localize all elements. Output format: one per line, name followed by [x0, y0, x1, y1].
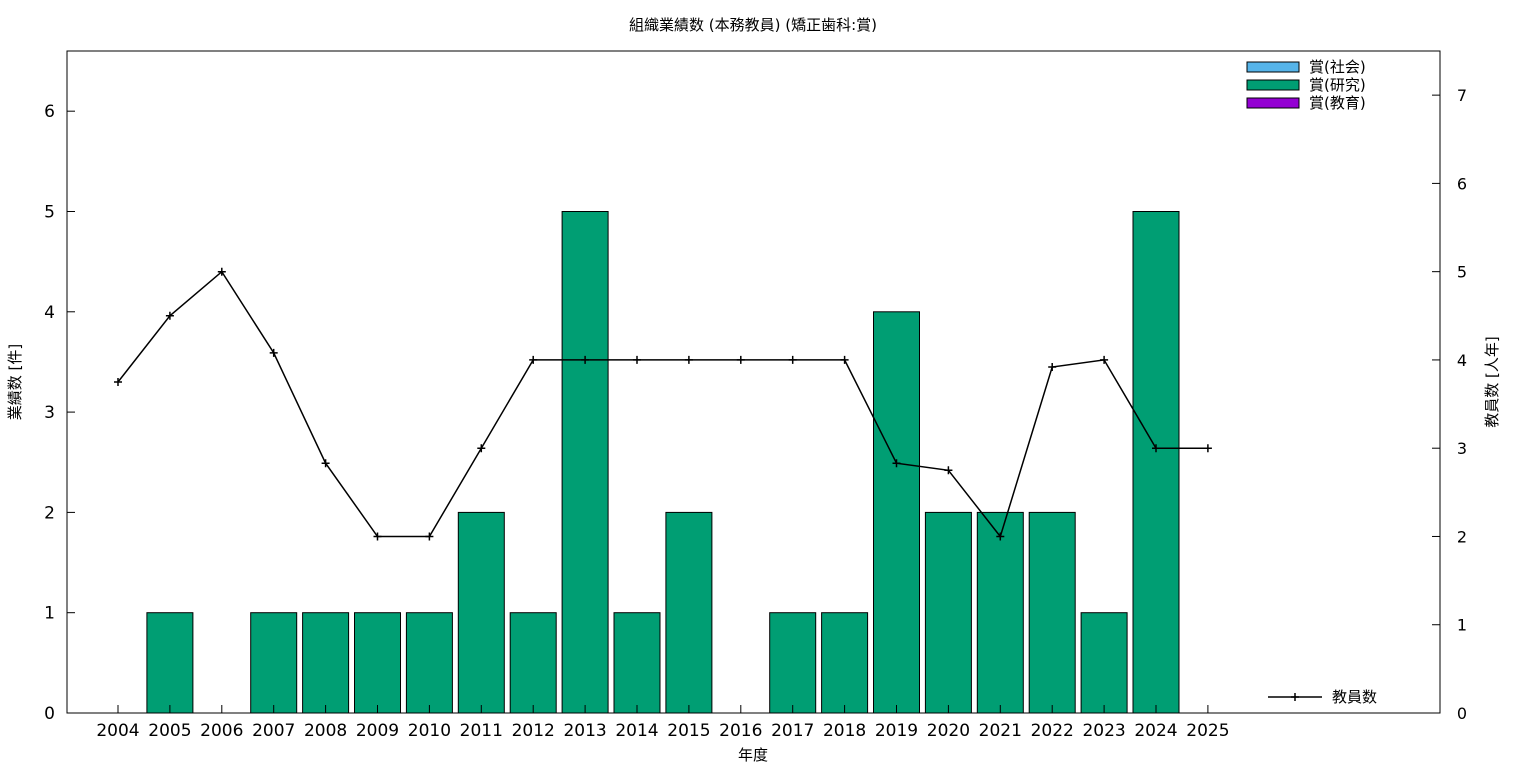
bar-2024-series-1 [1132, 211, 1180, 714]
x-tick-label: 2012 [512, 721, 555, 741]
faculty-point-2025 [1203, 444, 1212, 453]
faculty-point-2021 [996, 532, 1005, 541]
y2-axis-label: 教員数 [人年] [1483, 336, 1501, 427]
legend-swatch-1 [1246, 79, 1300, 91]
x-tick-label: 2019 [875, 721, 918, 741]
x-tick-label: 2007 [252, 721, 295, 741]
bar-2012-series-1 [509, 612, 557, 714]
x-tick-label: 2004 [96, 721, 139, 741]
legend-label-line: 教員数 [1332, 688, 1377, 706]
legend-label-1: 賞(研究) [1309, 76, 1366, 94]
x-tick-label: 2006 [200, 721, 243, 741]
y2-tick-label: 1 [1457, 616, 1467, 635]
y-tick-label: 4 [44, 303, 55, 323]
legend-line-marker [1291, 693, 1299, 701]
legend-label-2: 賞(教育) [1309, 94, 1366, 112]
bar-2013-series-1 [561, 211, 609, 714]
y2-tick-label: 0 [1457, 704, 1467, 723]
faculty-point-2010 [425, 532, 434, 541]
x-tick-label: 2018 [823, 721, 866, 741]
y2-tick-label: 6 [1457, 174, 1467, 193]
faculty-count-line [117, 270, 1208, 539]
x-tick-label: 2025 [1186, 721, 1229, 741]
faculty-point-2024 [1152, 444, 1160, 453]
x-tick-label: 2009 [356, 721, 399, 741]
faculty-point-2008 [321, 459, 330, 468]
y2-tick-label: 2 [1457, 527, 1467, 546]
bar-2014-series-1 [613, 612, 661, 714]
x-tick-label: 2010 [408, 721, 451, 741]
faculty-point-2023 [1100, 355, 1109, 364]
legend-swatch-2 [1246, 97, 1300, 109]
bar-2023-series-1 [1080, 612, 1128, 714]
y-tick-label: 6 [44, 102, 55, 122]
faculty-point-2019 [892, 459, 901, 468]
bar-layer [146, 211, 1180, 714]
y2-tick-label: 4 [1457, 351, 1467, 370]
faculty-point-2004 [114, 378, 122, 386]
bar-2007-series-1 [250, 612, 298, 714]
faculty-point-2007 [269, 348, 278, 357]
faculty-point-2022 [1048, 363, 1057, 371]
y-tick-label: 5 [44, 202, 55, 222]
faculty-point-2009 [373, 532, 382, 541]
legend-swatch-0 [1246, 61, 1300, 73]
y-tick-label: 0 [44, 704, 55, 724]
x-tick-label: 2015 [667, 721, 710, 741]
faculty-point-2016 [736, 355, 745, 364]
bar-2015-series-1 [665, 511, 713, 714]
y-tick-label: 3 [44, 403, 55, 423]
faculty-point-2015 [684, 355, 693, 364]
plot-frame [66, 50, 1441, 714]
x-tick-label: 2024 [1134, 721, 1177, 741]
x-tick-label: 2022 [1031, 721, 1074, 741]
chart-title: 組織業績数 (本務教員) (矯正歯科:賞) [629, 16, 877, 34]
faculty-point-2011 [477, 444, 486, 453]
x-tick-label: 2011 [460, 721, 503, 741]
y2-tick-label: 7 [1457, 86, 1467, 105]
faculty-point-2014 [633, 355, 641, 364]
y-tick-label: 1 [44, 604, 55, 624]
faculty-point-2005 [165, 311, 174, 320]
x-tick-label: 2023 [1082, 721, 1125, 741]
faculty-point-2013 [581, 355, 590, 364]
x-axis-label: 年度 [738, 746, 768, 764]
bar-2008-series-1 [302, 612, 350, 714]
legend-label-0: 賞(社会) [1309, 58, 1366, 76]
x-tick-label: 2016 [719, 721, 762, 741]
y-axis-label: 業績数 [件] [6, 344, 24, 420]
bar-2005-series-1 [146, 612, 194, 714]
bar-2020-series-1 [924, 511, 972, 714]
line-layer [114, 267, 1212, 541]
faculty-point-2018 [840, 355, 849, 364]
faculty-point-2006 [217, 267, 226, 276]
bar-2021-series-1 [976, 511, 1024, 714]
x-tick-label: 2008 [304, 721, 347, 741]
bar-2022-series-1 [1028, 511, 1076, 714]
x-tick-label: 2005 [148, 721, 191, 741]
faculty-point-2012 [529, 355, 538, 364]
x-tick-label: 2020 [927, 721, 970, 741]
faculty-point-2020 [944, 466, 953, 475]
x-tick-label: 2021 [979, 721, 1022, 741]
legend: 賞(社会)賞(研究)賞(教育) 教員数 [1246, 58, 1377, 706]
y2-tick-label: 3 [1457, 439, 1467, 458]
bar-2017-series-1 [769, 612, 817, 714]
bar-2018-series-1 [821, 612, 869, 714]
axes-layer: 0 1 2 3 4 5 6 0 1 2 3 4 5 6 7 2004 2005 2006 2007 2008 2009 2… [44, 50, 1467, 741]
bar-2009-series-1 [354, 612, 401, 714]
bar-2010-series-1 [405, 612, 453, 714]
x-tick-label: 2014 [615, 721, 658, 741]
x-tick-label: 2013 [563, 721, 606, 741]
y-tick-label: 2 [44, 503, 55, 523]
bar-2011-series-1 [457, 511, 505, 714]
bar-2019-series-1 [873, 311, 920, 714]
y2-tick-label: 5 [1457, 263, 1467, 282]
x-tick-label: 2017 [771, 721, 814, 741]
faculty-point-2017 [788, 355, 797, 364]
